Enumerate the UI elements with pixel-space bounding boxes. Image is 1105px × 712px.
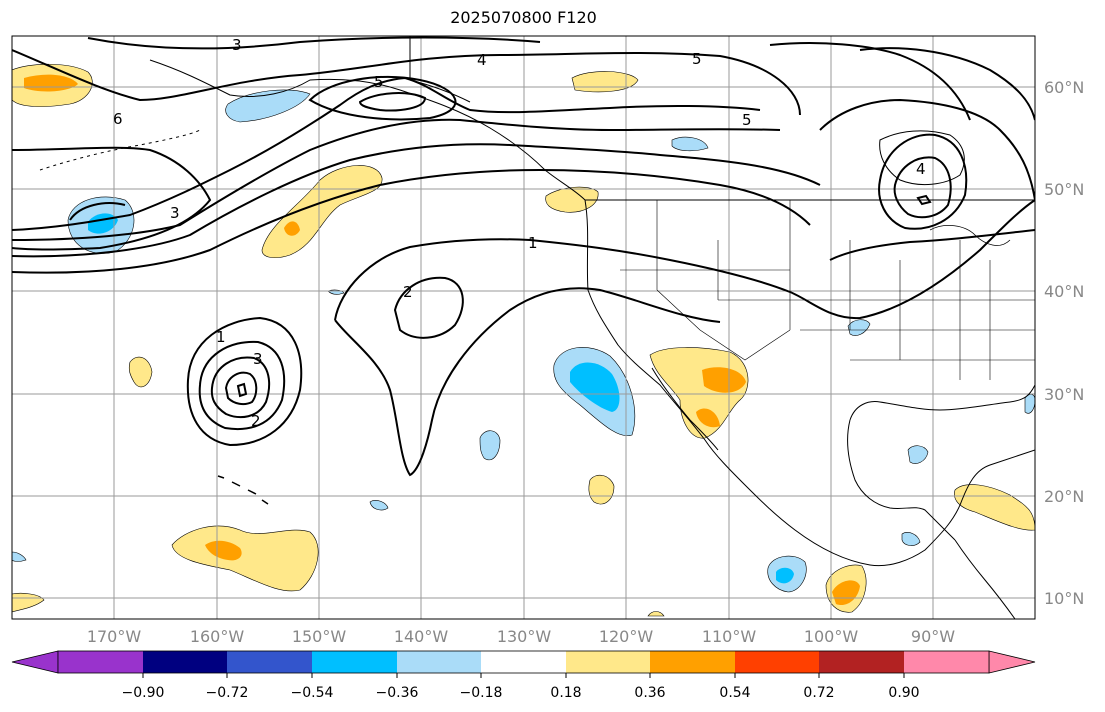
anomaly-positive-south-hawaii-core bbox=[205, 540, 242, 561]
contour-label: 6 bbox=[113, 110, 123, 128]
lat-tick-label: 40°N bbox=[1044, 282, 1084, 301]
lat-tick-labels: 60°N 50°N 40°N 30°N 20°N 10°N bbox=[1044, 78, 1084, 608]
colorbar-tick-label: 0.18 bbox=[550, 685, 581, 701]
colorbar-tick-label: −0.90 bbox=[122, 685, 165, 701]
contour-label: 5 bbox=[374, 73, 384, 91]
anomaly-negative-142w bbox=[369, 500, 389, 511]
anomaly-positive-98w-core bbox=[832, 580, 860, 606]
colorbar-tick-label: 0.36 bbox=[634, 685, 665, 701]
contour-label: 2 bbox=[251, 412, 261, 430]
anomaly-positive-south-hawaii bbox=[171, 525, 319, 592]
lat-tick-label: 30°N bbox=[1044, 385, 1084, 404]
anomaly-positive-150w-core bbox=[284, 221, 300, 236]
coastlines bbox=[39, 36, 1035, 619]
colorbar-tick-label: −0.36 bbox=[376, 685, 419, 701]
contour-label: 4 bbox=[477, 51, 487, 69]
anomaly-negative-canada bbox=[671, 136, 709, 152]
anomaly-negative-baja-core bbox=[570, 362, 620, 412]
anomaly-negative-edge-w bbox=[12, 551, 27, 562]
colorbar-tick-label: 0.72 bbox=[803, 685, 834, 701]
colorbar-segment bbox=[819, 651, 904, 673]
anomaly-negative-135w bbox=[479, 430, 501, 461]
contour-label: 4 bbox=[916, 160, 926, 178]
anomaly-positive-sw-small bbox=[647, 611, 665, 617]
colorbar-segment bbox=[481, 651, 566, 673]
lon-tick-label: 160°W bbox=[190, 627, 245, 646]
contour-label: 3 bbox=[232, 36, 242, 54]
lat-tick-label: 50°N bbox=[1044, 180, 1084, 199]
map-title: 2025070800 F120 bbox=[450, 8, 597, 27]
colorbar-tick-label: −0.72 bbox=[206, 685, 249, 701]
lat-tick-label: 20°N bbox=[1044, 487, 1084, 506]
colorbar-segment bbox=[58, 651, 143, 673]
contour-label: 3 bbox=[170, 204, 180, 222]
colorbar-tick-label: 0.90 bbox=[888, 685, 919, 701]
anomaly-negative-aleutian bbox=[225, 89, 311, 123]
lon-tick-label: 130°W bbox=[497, 627, 552, 646]
colorbar-segment bbox=[397, 651, 481, 673]
graticule bbox=[12, 36, 1035, 619]
colorbar-tick-label: 0.54 bbox=[719, 685, 750, 701]
contour-label: 5 bbox=[692, 50, 702, 68]
lon-tick-label: 90°W bbox=[911, 627, 955, 646]
lon-tick-label: 170°W bbox=[87, 627, 142, 646]
contour-label: 5 bbox=[742, 111, 752, 129]
height-contours bbox=[12, 36, 1035, 477]
lon-tick-label: 110°W bbox=[702, 627, 757, 646]
colorbar-tick-label: −0.54 bbox=[291, 685, 334, 701]
colorbar-tick-label: −0.18 bbox=[460, 685, 503, 701]
map-frame bbox=[11, 35, 1036, 620]
colorbar-segment bbox=[143, 651, 227, 673]
anomaly-positive-wa bbox=[545, 186, 599, 213]
colorbar-frame bbox=[57, 650, 990, 674]
colorbar-segment bbox=[227, 651, 312, 673]
anomaly-positive-sw-us-core bbox=[702, 367, 746, 393]
lon-tick-label: 100°W bbox=[804, 627, 859, 646]
lon-tick-label: 120°W bbox=[599, 627, 654, 646]
anomaly-positive-hawaii-n bbox=[128, 356, 153, 388]
contour-label: 1 bbox=[528, 234, 538, 252]
lat-tick-label: 10°N bbox=[1044, 589, 1084, 608]
anomaly-negative-co bbox=[847, 319, 871, 336]
colorbar-extend-high bbox=[988, 650, 1036, 674]
contour-labels: 3 4 5 5 6 3 5 1 2 1 3 2 4 bbox=[113, 36, 926, 430]
contour-label: 1 bbox=[216, 328, 226, 346]
anomaly-negative-gulf bbox=[907, 445, 929, 464]
anomaly-negative-95w bbox=[901, 532, 921, 546]
lon-tick-labels: 170°W 160°W 150°W 140°W 130°W 120°W 110°… bbox=[87, 627, 955, 646]
colorbar-extend-low bbox=[11, 650, 59, 674]
colorbar-segment bbox=[735, 651, 819, 673]
colorbar-segment bbox=[904, 651, 989, 673]
lat-tick-label: 60°N bbox=[1044, 78, 1084, 97]
colorbar-segment bbox=[312, 651, 397, 673]
lon-tick-label: 140°W bbox=[394, 627, 449, 646]
colorbar-segment bbox=[650, 651, 735, 673]
shaded-anomalies bbox=[12, 63, 1035, 617]
anomaly-positive-mexico-w bbox=[588, 474, 615, 505]
lon-tick-label: 150°W bbox=[292, 627, 347, 646]
colorbar-segment bbox=[566, 651, 650, 673]
anomaly-positive-sw-us-core2 bbox=[696, 408, 720, 428]
contour-label: 3 bbox=[253, 350, 263, 368]
colorbar: −0.90 −0.72 −0.54 −0.36 −0.18 0.18 0.36 … bbox=[11, 650, 1036, 701]
anomaly-negative-104w-core bbox=[776, 567, 794, 584]
contour-label: 2 bbox=[403, 283, 413, 301]
